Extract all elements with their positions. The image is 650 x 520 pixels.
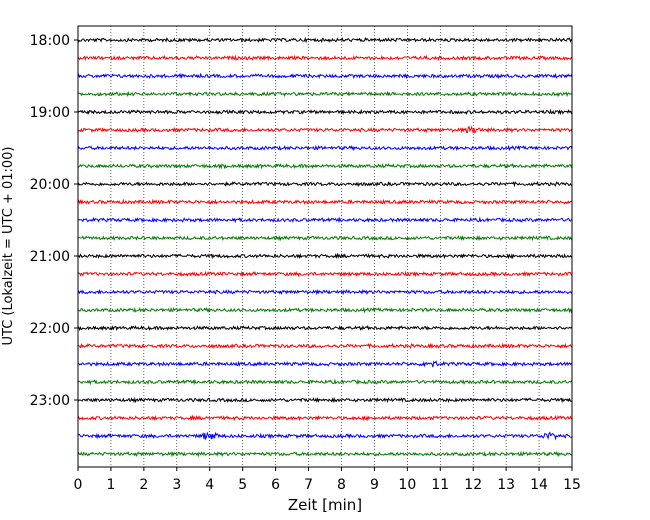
x-tick-label-3: 3 [172,477,181,493]
trace-2245 [77,378,573,386]
y-axis-ticks: 18:00 19:00 20:00 21:00 22:00 23:00 [30,33,78,409]
trace-1945 [77,162,573,170]
seismogram-traces [77,36,573,458]
trace-2115 [77,270,573,278]
x-tick-label-11: 11 [431,477,449,493]
trace-2315 [77,414,573,422]
y-tick-label-21:00: 21:00 [30,249,70,265]
trace-1930 [77,144,573,152]
x-tick-label-1: 1 [106,477,115,493]
trace-1915 [77,125,573,134]
x-tick-label-7: 7 [304,477,313,493]
x-tick-label-15: 15 [563,477,581,493]
x-tick-label-5: 5 [238,477,247,493]
trace-1830 [77,72,573,80]
trace-2045 [77,234,573,242]
trace-1800 [77,36,573,44]
x-tick-label-10: 10 [398,477,416,493]
x-tick-label-8: 8 [337,477,346,493]
trace-2300 [77,396,573,404]
trace-2330 [77,431,573,441]
trace-2200 [78,324,573,332]
trace-2145 [77,306,573,314]
trace-2230 [77,360,573,368]
x-tick-label-9: 9 [370,477,379,493]
trace-2030 [77,216,573,224]
y-tick-label-18:00: 18:00 [30,33,70,49]
trace-1900 [77,108,573,116]
trace-1815 [77,54,573,62]
trace-2100 [77,252,573,260]
x-tick-label-0: 0 [74,477,83,493]
y-tick-label-19:00: 19:00 [30,105,70,121]
y-tick-label-23:00: 23:00 [30,393,70,409]
trace-2130 [77,288,573,296]
y-tick-label-22:00: 22:00 [30,321,70,337]
x-tick-label-6: 6 [271,477,280,493]
trace-2215 [77,342,573,350]
trace-2000 [77,180,572,188]
x-axis-label: Zeit [min] [288,496,362,514]
x-axis-ticks: 0 1 2 3 4 5 6 7 8 9 10 11 12 13 14 15 [74,467,581,493]
y-tick-label-20:00: 20:00 [30,177,70,193]
x-tick-label-2: 2 [139,477,148,493]
x-tick-label-4: 4 [205,477,214,493]
x-tick-label-12: 12 [464,477,482,493]
trace-2015 [77,198,573,205]
x-tick-label-14: 14 [530,477,548,493]
plot-frame [77,25,573,468]
y-axis-label: UTC (Lokalzeit = UTC + 01:00) [1,147,16,346]
trace-2345 [77,450,573,458]
trace-1845 [77,90,573,98]
x-tick-label-13: 13 [497,477,515,493]
